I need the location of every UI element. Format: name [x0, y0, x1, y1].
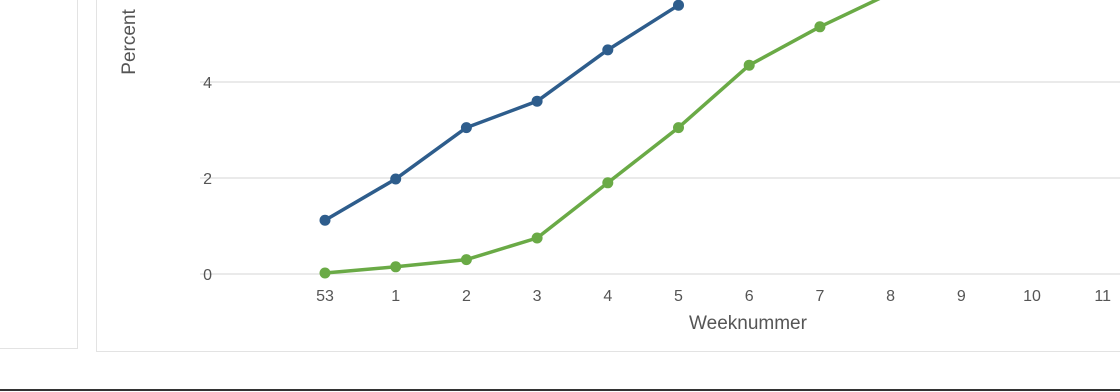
series-2-point — [673, 122, 684, 134]
series-2 — [319, 0, 881, 279]
chart-panel — [96, 0, 1120, 352]
series-1-point — [460, 122, 472, 134]
series-1-line — [323, 3, 681, 222]
gridlines — [200, 81, 1120, 275]
series-1-point — [602, 44, 614, 56]
x-tick-label: 53 — [316, 288, 334, 305]
bottom-rule — [0, 389, 1120, 391]
x-tick-label: 11 — [1094, 288, 1111, 305]
series-2-point — [390, 261, 402, 273]
x-tick-label: 10 — [1023, 288, 1041, 305]
y-tick-label: 2 — [203, 171, 212, 188]
series-layer — [319, 0, 881, 279]
x-tick-label: 2 — [462, 288, 471, 305]
x-axis-ticks: 53 1 2 3 4 5 6 7 8 9 10 11 — [316, 288, 1111, 305]
x-tick-label: 5 — [674, 288, 683, 305]
x-tick-label: 3 — [533, 288, 542, 305]
series-1-point — [319, 214, 331, 226]
x-tick-label: 4 — [603, 288, 612, 305]
series-1-point — [531, 95, 543, 107]
x-tick-label: 7 — [815, 288, 824, 305]
series-2-point — [460, 254, 472, 266]
y-axis-title: Percent — [119, 9, 140, 75]
y-tick-label: 0 — [203, 267, 212, 284]
y-axis-ticks: 0 2 4 — [203, 75, 212, 284]
series-1-point — [390, 173, 402, 185]
series-2-point — [743, 59, 755, 71]
x-tick-label: 8 — [886, 288, 895, 305]
series-2-point — [531, 232, 543, 244]
series-2-line — [323, 0, 881, 275]
series-2-point — [602, 177, 614, 189]
x-tick-label: 6 — [745, 288, 754, 305]
left-panel — [0, 0, 78, 349]
series-1-point — [673, 0, 684, 11]
x-tick-label: 9 — [957, 288, 966, 305]
series-2-point — [814, 21, 826, 33]
series-1 — [319, 0, 684, 226]
y-tick-label: 4 — [203, 75, 212, 92]
x-axis-title: Weeknummer — [689, 313, 808, 334]
series-2-point — [319, 267, 331, 279]
x-tick-label: 1 — [391, 288, 400, 305]
